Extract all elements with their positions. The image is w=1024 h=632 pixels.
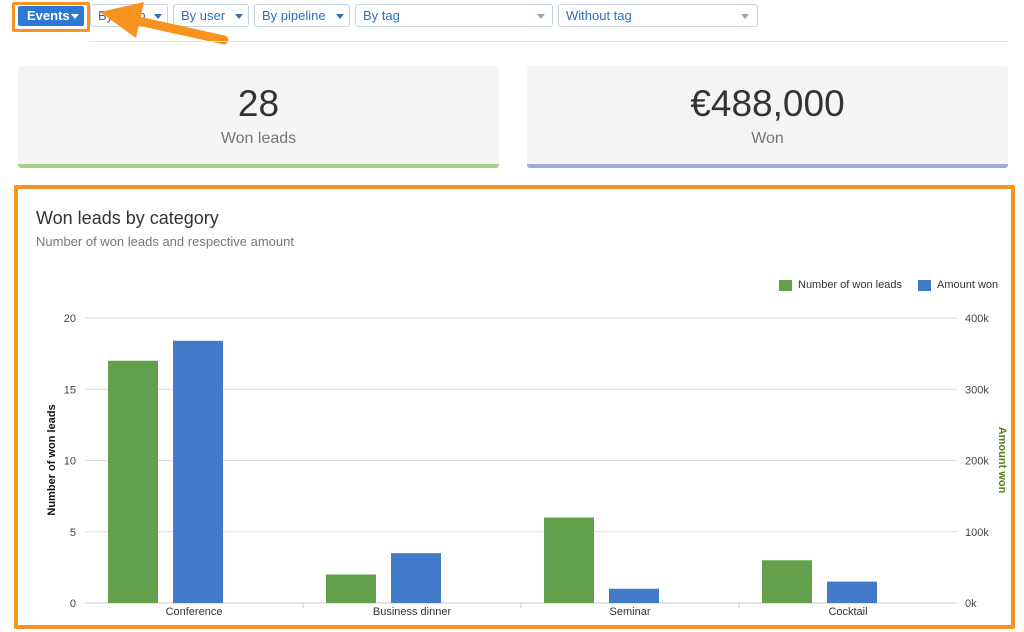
bar-number-of-won-leads [544, 517, 594, 603]
kpi-value: €488,000 [690, 83, 845, 124]
events-label: Events [27, 8, 70, 23]
kpi-caption: Won leads [220, 130, 297, 147]
y2-tick-label: 0k [965, 598, 977, 610]
x-tick-label: Seminar [610, 606, 651, 618]
y-tick-label: 0 [70, 598, 76, 610]
x-tick-label: Business dinner [373, 606, 452, 618]
bar-amount-won [609, 588, 659, 603]
filter-toolbar: Events By team By user By pipeline By ta… [0, 0, 1024, 45]
caret-down-icon [154, 14, 162, 19]
by-user-label: By user [181, 8, 226, 23]
by-pipeline-dropdown[interactable]: By pipeline [254, 4, 350, 27]
by-user-dropdown[interactable]: By user [173, 4, 249, 27]
events-highlight-box [12, 2, 90, 32]
by-pipeline-label: By pipeline [262, 8, 326, 23]
bar-amount-won [173, 340, 223, 603]
legend-label: Amount won [937, 279, 999, 291]
annotation-arrow-icon [100, 2, 229, 45]
kpi-card-won-amount: €488,000 Won [527, 66, 1008, 168]
bar-number-of-won-leads [762, 560, 812, 603]
by-tag-value: By tag [363, 8, 400, 23]
y2-axis-title: Amount won [996, 427, 1008, 494]
caret-down-icon [336, 14, 344, 19]
legend-swatch [918, 280, 931, 291]
bar-number-of-won-leads [326, 574, 376, 603]
legend-swatch [779, 280, 792, 291]
y2-tick-label: 300k [965, 384, 989, 396]
y2-tick-label: 200k [965, 456, 989, 468]
y-tick-label: 20 [64, 313, 76, 325]
x-tick-label: Cocktail [828, 606, 867, 618]
toolbar-divider [90, 41, 1008, 42]
bar-amount-won [827, 581, 877, 603]
chart-title: Won leads by category [36, 208, 219, 228]
y2-tick-label: 400k [965, 313, 989, 325]
x-tick-label: Conference [166, 606, 223, 618]
events-dropdown-button[interactable]: Events [18, 6, 84, 26]
caret-down-icon [71, 14, 79, 19]
kpi-accent-bar [18, 164, 499, 168]
y-tick-label: 10 [64, 456, 76, 468]
chevron-down-icon [537, 14, 545, 19]
y-axis-title: Number of won leads [46, 404, 58, 515]
y-tick-label: 15 [64, 384, 76, 396]
kpi-caption: Won [751, 130, 784, 147]
kpi-card-won-leads: 28 Won leads [18, 66, 499, 168]
kpi-value: 28 [237, 83, 280, 124]
by-tag-select[interactable]: By tag [355, 4, 553, 27]
caret-down-icon [235, 14, 243, 19]
bar-amount-won [391, 553, 441, 603]
bar-number-of-won-leads [108, 360, 158, 603]
y-tick-label: 5 [70, 527, 76, 539]
chart-subtitle: Number of won leads and respective amoun… [36, 234, 294, 249]
y2-tick-label: 100k [965, 527, 989, 539]
without-tag-value: Without tag [566, 8, 632, 23]
without-tag-select[interactable]: Without tag [558, 4, 758, 27]
kpi-accent-bar [527, 164, 1008, 168]
chevron-down-icon [741, 14, 749, 19]
legend-label: Number of won leads [798, 279, 902, 291]
